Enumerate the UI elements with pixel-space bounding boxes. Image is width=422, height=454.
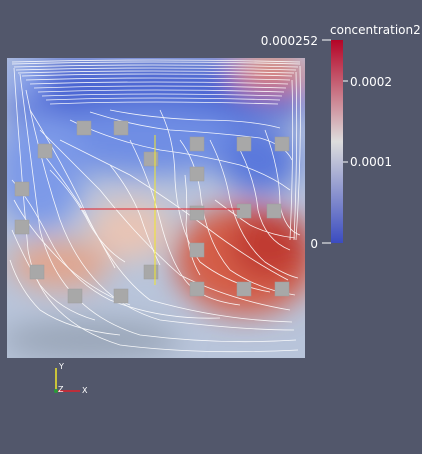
axis-z-label: Z xyxy=(58,385,64,394)
orientation-axes: Y Z X xyxy=(54,362,88,395)
colorbar-max-label: 0.000252 xyxy=(261,34,318,48)
obstacle-block xyxy=(29,264,45,280)
axis-x-label: X xyxy=(82,386,88,395)
streamlines xyxy=(9,59,301,353)
colorbar-title: concentration2 xyxy=(330,23,421,37)
obstacle-block xyxy=(76,120,92,136)
colorbar xyxy=(331,40,343,243)
obstacle-block xyxy=(236,136,252,152)
obstacle-block xyxy=(143,151,159,167)
obstacle-block xyxy=(236,203,252,219)
colorbar-tick-label: 0.0001 xyxy=(350,155,392,169)
color-legend: concentration2 0.000252 0.0002 0.0001 0 xyxy=(261,23,421,251)
obstacle-block xyxy=(113,120,129,136)
obstacle-block xyxy=(274,281,290,297)
obstacle-block xyxy=(113,288,129,304)
colorbar-tick-label: 0 xyxy=(310,237,318,251)
obstacle-block xyxy=(189,281,205,297)
obstacle-block xyxy=(67,288,83,304)
obstacle-block xyxy=(274,136,290,152)
obstacle-block xyxy=(143,264,159,280)
obstacle-block xyxy=(189,242,205,258)
obstacle-block xyxy=(37,143,53,159)
obstacle-blocks xyxy=(14,120,290,304)
obstacle-block xyxy=(189,136,205,152)
obstacle-block xyxy=(189,205,205,221)
obstacle-block xyxy=(14,181,30,197)
colorbar-tick-label: 0.0002 xyxy=(350,75,392,89)
obstacle-block xyxy=(236,281,252,297)
concentration-field xyxy=(7,58,305,358)
obstacle-block xyxy=(14,219,30,235)
obstacle-block xyxy=(266,203,282,219)
obstacle-block xyxy=(189,166,205,182)
axis-y-label: Y xyxy=(58,362,64,371)
